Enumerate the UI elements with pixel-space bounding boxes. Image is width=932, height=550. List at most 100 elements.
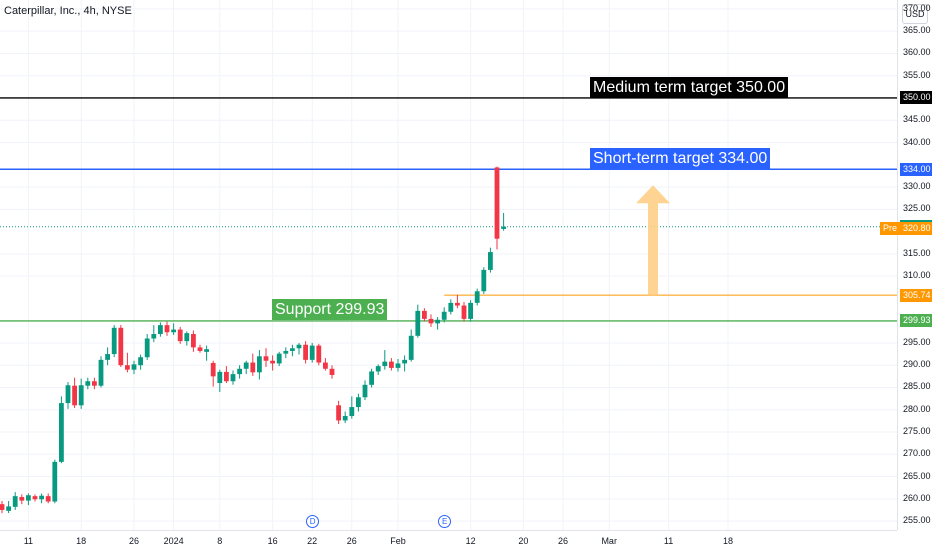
candle-body bbox=[422, 310, 427, 319]
x-tick-label: Feb bbox=[390, 536, 406, 546]
candle-body bbox=[111, 327, 117, 355]
x-tick-label: 20 bbox=[518, 536, 529, 546]
y-tick-label: 290.00 bbox=[903, 359, 931, 370]
candle-body bbox=[303, 344, 308, 360]
candle-body bbox=[0, 504, 5, 510]
candle-body bbox=[395, 363, 401, 368]
candle-body bbox=[65, 385, 71, 404]
candle-body bbox=[59, 403, 64, 462]
price-tag: 305.74 bbox=[900, 288, 932, 302]
candle-body bbox=[250, 362, 256, 373]
candle-body bbox=[210, 362, 216, 377]
y-tick-label: 315.00 bbox=[903, 247, 931, 258]
candle-body bbox=[369, 371, 374, 385]
candle-body bbox=[382, 361, 388, 367]
candle-body bbox=[336, 405, 341, 421]
y-tick-label: 295.00 bbox=[903, 336, 931, 347]
candle-body bbox=[52, 461, 58, 502]
y-tick-label: 260.00 bbox=[903, 492, 931, 503]
y-tick-label: 360.00 bbox=[903, 47, 931, 58]
candle-body bbox=[45, 496, 51, 502]
candle-body bbox=[224, 371, 229, 382]
y-tick-label: 265.00 bbox=[903, 470, 931, 481]
y-tick-label: 340.00 bbox=[903, 136, 931, 147]
event-badge: D bbox=[306, 515, 320, 528]
x-tick-label: 2024 bbox=[163, 536, 184, 546]
candle-body bbox=[92, 381, 97, 386]
x-tick-label: 12 bbox=[465, 536, 476, 546]
y-tick-label: 280.00 bbox=[903, 403, 931, 414]
candle-body bbox=[290, 348, 295, 351]
candle-body bbox=[184, 333, 190, 342]
candle-body bbox=[131, 364, 137, 370]
target-arrow[interactable] bbox=[636, 185, 670, 296]
candle-body bbox=[237, 368, 242, 375]
y-tick-label: 330.00 bbox=[903, 181, 931, 192]
candle-body bbox=[342, 415, 348, 421]
level-annotation: Short-term target 334.00 bbox=[590, 148, 771, 170]
candle-body bbox=[283, 350, 289, 354]
y-tick-label: 325.00 bbox=[903, 203, 931, 214]
y-tick-label: 365.00 bbox=[903, 25, 931, 36]
y-tick-label: 275.00 bbox=[903, 426, 931, 437]
candle-body bbox=[39, 495, 44, 500]
level-annotation: Medium term target 350.00 bbox=[590, 76, 789, 98]
y-tick-label: 355.00 bbox=[903, 69, 931, 80]
candle-body bbox=[151, 334, 157, 339]
candle-body bbox=[435, 319, 440, 324]
x-tick-label: 11 bbox=[23, 536, 34, 546]
up-arrow-shape[interactable] bbox=[636, 185, 670, 296]
candle-body bbox=[270, 360, 275, 364]
event-badge: E bbox=[438, 515, 452, 528]
price-tag: 350.00 bbox=[900, 91, 932, 105]
y-tick-label: 285.00 bbox=[903, 381, 931, 392]
candle-body bbox=[78, 385, 84, 406]
candle-body bbox=[105, 354, 110, 360]
candle-body bbox=[257, 356, 262, 373]
candle-body bbox=[204, 349, 209, 352]
candle-body bbox=[32, 496, 38, 500]
chart-title: Caterpillar, Inc., 4h, NYSE bbox=[4, 5, 132, 17]
price-tag: 334.00 bbox=[900, 162, 932, 176]
candle-body bbox=[448, 302, 454, 312]
x-tick-label: 26 bbox=[557, 536, 569, 546]
candle-body bbox=[125, 365, 130, 370]
y-tick-label: 345.00 bbox=[903, 114, 931, 125]
currency-button[interactable]: USD bbox=[902, 4, 928, 24]
candle-body bbox=[494, 167, 500, 239]
candle-body bbox=[72, 385, 77, 406]
candle-body bbox=[461, 305, 467, 319]
candle-body bbox=[375, 366, 381, 372]
candle-body bbox=[6, 506, 11, 511]
x-tick-label: Mar bbox=[601, 536, 617, 546]
candle-body bbox=[19, 497, 25, 501]
candle-body bbox=[158, 325, 163, 335]
candle-body bbox=[402, 359, 407, 364]
candle-body bbox=[276, 353, 282, 364]
x-tick-label: 8 bbox=[217, 536, 223, 546]
candle-body bbox=[428, 318, 434, 324]
candle-body bbox=[329, 368, 335, 376]
candle-body bbox=[356, 397, 361, 408]
x-tick-label: 18 bbox=[76, 536, 87, 546]
candle-body bbox=[415, 310, 421, 336]
gridlines bbox=[0, 0, 897, 530]
candle-body bbox=[474, 291, 480, 303]
price-levels bbox=[0, 97, 897, 322]
candle-body bbox=[389, 361, 394, 368]
candle-body bbox=[12, 496, 18, 507]
candle-body bbox=[481, 269, 487, 292]
candle-body bbox=[441, 311, 447, 320]
x-tick-label: 18 bbox=[722, 536, 734, 546]
candles bbox=[0, 166, 506, 514]
candle-body bbox=[309, 345, 315, 360]
x-tick-label: 26 bbox=[346, 536, 357, 546]
candle-body bbox=[316, 345, 322, 363]
x-tick-label: 16 bbox=[267, 536, 278, 546]
candle-body bbox=[171, 329, 176, 333]
candle-body bbox=[243, 362, 249, 369]
candle-body bbox=[118, 327, 124, 366]
candle-body bbox=[296, 344, 302, 349]
